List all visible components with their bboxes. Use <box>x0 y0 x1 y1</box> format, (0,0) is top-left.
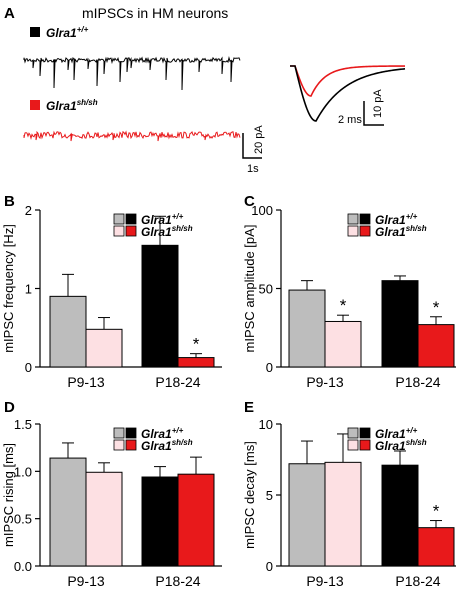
y-tick-label: 10 <box>259 417 273 432</box>
bar-wt-p18-24 <box>381 464 419 567</box>
y-tick-label: 2 <box>25 203 32 218</box>
legend-wt-swatch-young <box>113 213 125 225</box>
y-tick-label: 100 <box>251 203 273 218</box>
wt-legend-swatch <box>30 27 40 37</box>
sh-trace-label: Glra1sh/sh <box>46 98 98 113</box>
average-scale-y: 10 pA <box>372 89 384 118</box>
panel-b: B 0 1 2 mIPSC frequency [Hz] * P9-13 P18-24 Glr… <box>1 193 222 390</box>
y-tick-label: 1 <box>25 282 32 297</box>
x-tick-label: P9-13 <box>306 374 344 390</box>
significance-marker: * <box>433 502 440 521</box>
y-tick-label: 0.5 <box>14 512 32 527</box>
bar-sh-p18-24 <box>177 473 215 567</box>
panel-d: D 0.0 0.5 1.0 1.5 mIPSC rising [ms] P9-13 P18-… <box>1 399 222 589</box>
frequency-chart: 0 1 2 mIPSC frequency [Hz] * P9-13 P18-24 Glra1… <box>1 203 222 390</box>
average-scale-x: 2 ms <box>338 114 362 126</box>
legend-sh-swatch-old <box>125 225 137 237</box>
panel-a-title: mIPSCs in HM neurons <box>82 5 228 21</box>
bar-sh-p18-24 <box>417 324 455 368</box>
legend-sh-label: Glra1sh/sh <box>375 438 427 453</box>
bar-sh-p18-24 <box>417 527 455 567</box>
panel-c: C 0 50 100 mIPSC amplitude [pA] * * P9-13 P18-2… <box>242 193 456 390</box>
x-tick-label: P18-24 <box>155 573 200 589</box>
x-tick-label: P18-24 <box>155 374 200 390</box>
significance-marker: * <box>433 298 440 317</box>
panel-a: A mIPSCs in HM neurons Glra1+/+ Glra1sh/… <box>4 5 406 175</box>
panel-c-letter: C <box>244 193 255 210</box>
trace-scale-y: 20 pA <box>253 125 265 154</box>
wt-trace-label: Glra1+/+ <box>46 25 89 40</box>
amplitude-chart: 0 50 100 mIPSC amplitude [pA] * * P9-13 P18-24 G… <box>242 203 456 390</box>
bar-wt-p18-24 <box>381 280 419 368</box>
legend-sh-swatch-old <box>125 439 137 451</box>
legend-wt-swatch-young <box>347 213 359 225</box>
panel-b-letter: B <box>4 193 15 210</box>
y-tick-label: 0 <box>266 360 273 375</box>
bar-wt-p9-13 <box>288 463 326 567</box>
bar-sh-p9-13 <box>85 328 123 368</box>
legend-sh-swatch-young <box>113 225 125 237</box>
legend-wt-swatch-young <box>113 427 125 439</box>
y-tick-label: 0 <box>266 559 273 574</box>
x-tick-label: P9-13 <box>67 573 105 589</box>
legend-wt-label: Glra1+/+ <box>141 212 184 227</box>
y-tick-label: 0 <box>25 360 32 375</box>
y-tick-label: 1.0 <box>14 464 32 479</box>
legend-wt-label: Glra1+/+ <box>375 212 418 227</box>
wt-current-trace <box>23 56 241 91</box>
legend-wt-swatch-old <box>125 213 137 225</box>
bar-sh-p18-24 <box>177 357 215 368</box>
bar-sh-p9-13 <box>324 320 362 368</box>
legend-wt-swatch-old <box>359 213 371 225</box>
wt-average-trace <box>290 65 406 122</box>
panel-d-letter: D <box>4 399 15 416</box>
x-tick-label: P18-24 <box>395 573 440 589</box>
bar-sh-p9-13 <box>85 471 123 567</box>
sh-average-trace <box>290 65 405 97</box>
legend-wt-label: Glra1+/+ <box>141 426 184 441</box>
y-tick-label: 50 <box>259 282 273 297</box>
trace-scale-bar <box>242 133 262 159</box>
y-tick-label: 1.5 <box>14 417 32 432</box>
legend-sh-swatch-young <box>113 439 125 451</box>
bar-wt-p18-24 <box>141 244 179 368</box>
x-tick-label: P9-13 <box>67 374 105 390</box>
rising-time-chart: 0.0 0.5 1.0 1.5 mIPSC rising [ms] P9-13 P18-24… <box>1 417 222 589</box>
y-axis-label: mIPSC rising [ms] <box>1 443 16 547</box>
legend-wt-label: Glra1+/+ <box>375 426 418 441</box>
bar-wt-p18-24 <box>141 476 179 567</box>
trace-scale-x: 1s <box>247 163 259 175</box>
significance-marker: * <box>193 335 200 354</box>
average-scale-bar <box>363 101 384 126</box>
bar-wt-p9-13 <box>49 457 87 567</box>
legend-wt-swatch-young <box>347 427 359 439</box>
bar-sh-p9-13 <box>324 461 362 567</box>
y-axis-label: mIPSC amplitude [pA] <box>242 225 257 353</box>
legend-wt-swatch-old <box>359 427 371 439</box>
significance-marker: * <box>340 296 347 315</box>
bar-wt-p9-13 <box>49 295 87 368</box>
legend-sh-label: Glra1sh/sh <box>375 224 427 239</box>
legend-sh-swatch-young <box>347 225 359 237</box>
bar-wt-p9-13 <box>288 289 326 368</box>
legend-sh-swatch-old <box>359 225 371 237</box>
y-axis-label: mIPSC decay [ms] <box>242 441 257 549</box>
y-axis-label: mIPSC frequency [Hz] <box>1 224 16 353</box>
x-tick-label: P9-13 <box>306 573 344 589</box>
legend-sh-swatch-young <box>347 439 359 451</box>
legend-sh-label: Glra1sh/sh <box>141 438 193 453</box>
sh-legend-swatch <box>30 100 40 110</box>
panel-a-letter: A <box>4 5 15 22</box>
sh-current-trace <box>23 130 241 142</box>
y-tick-label: 5 <box>266 488 273 503</box>
y-tick-label: 0.0 <box>14 559 32 574</box>
legend-sh-swatch-old <box>359 439 371 451</box>
panel-e-letter: E <box>244 399 254 416</box>
legend-sh-label: Glra1sh/sh <box>141 224 193 239</box>
x-tick-label: P18-24 <box>395 374 440 390</box>
legend-wt-swatch-old <box>125 427 137 439</box>
